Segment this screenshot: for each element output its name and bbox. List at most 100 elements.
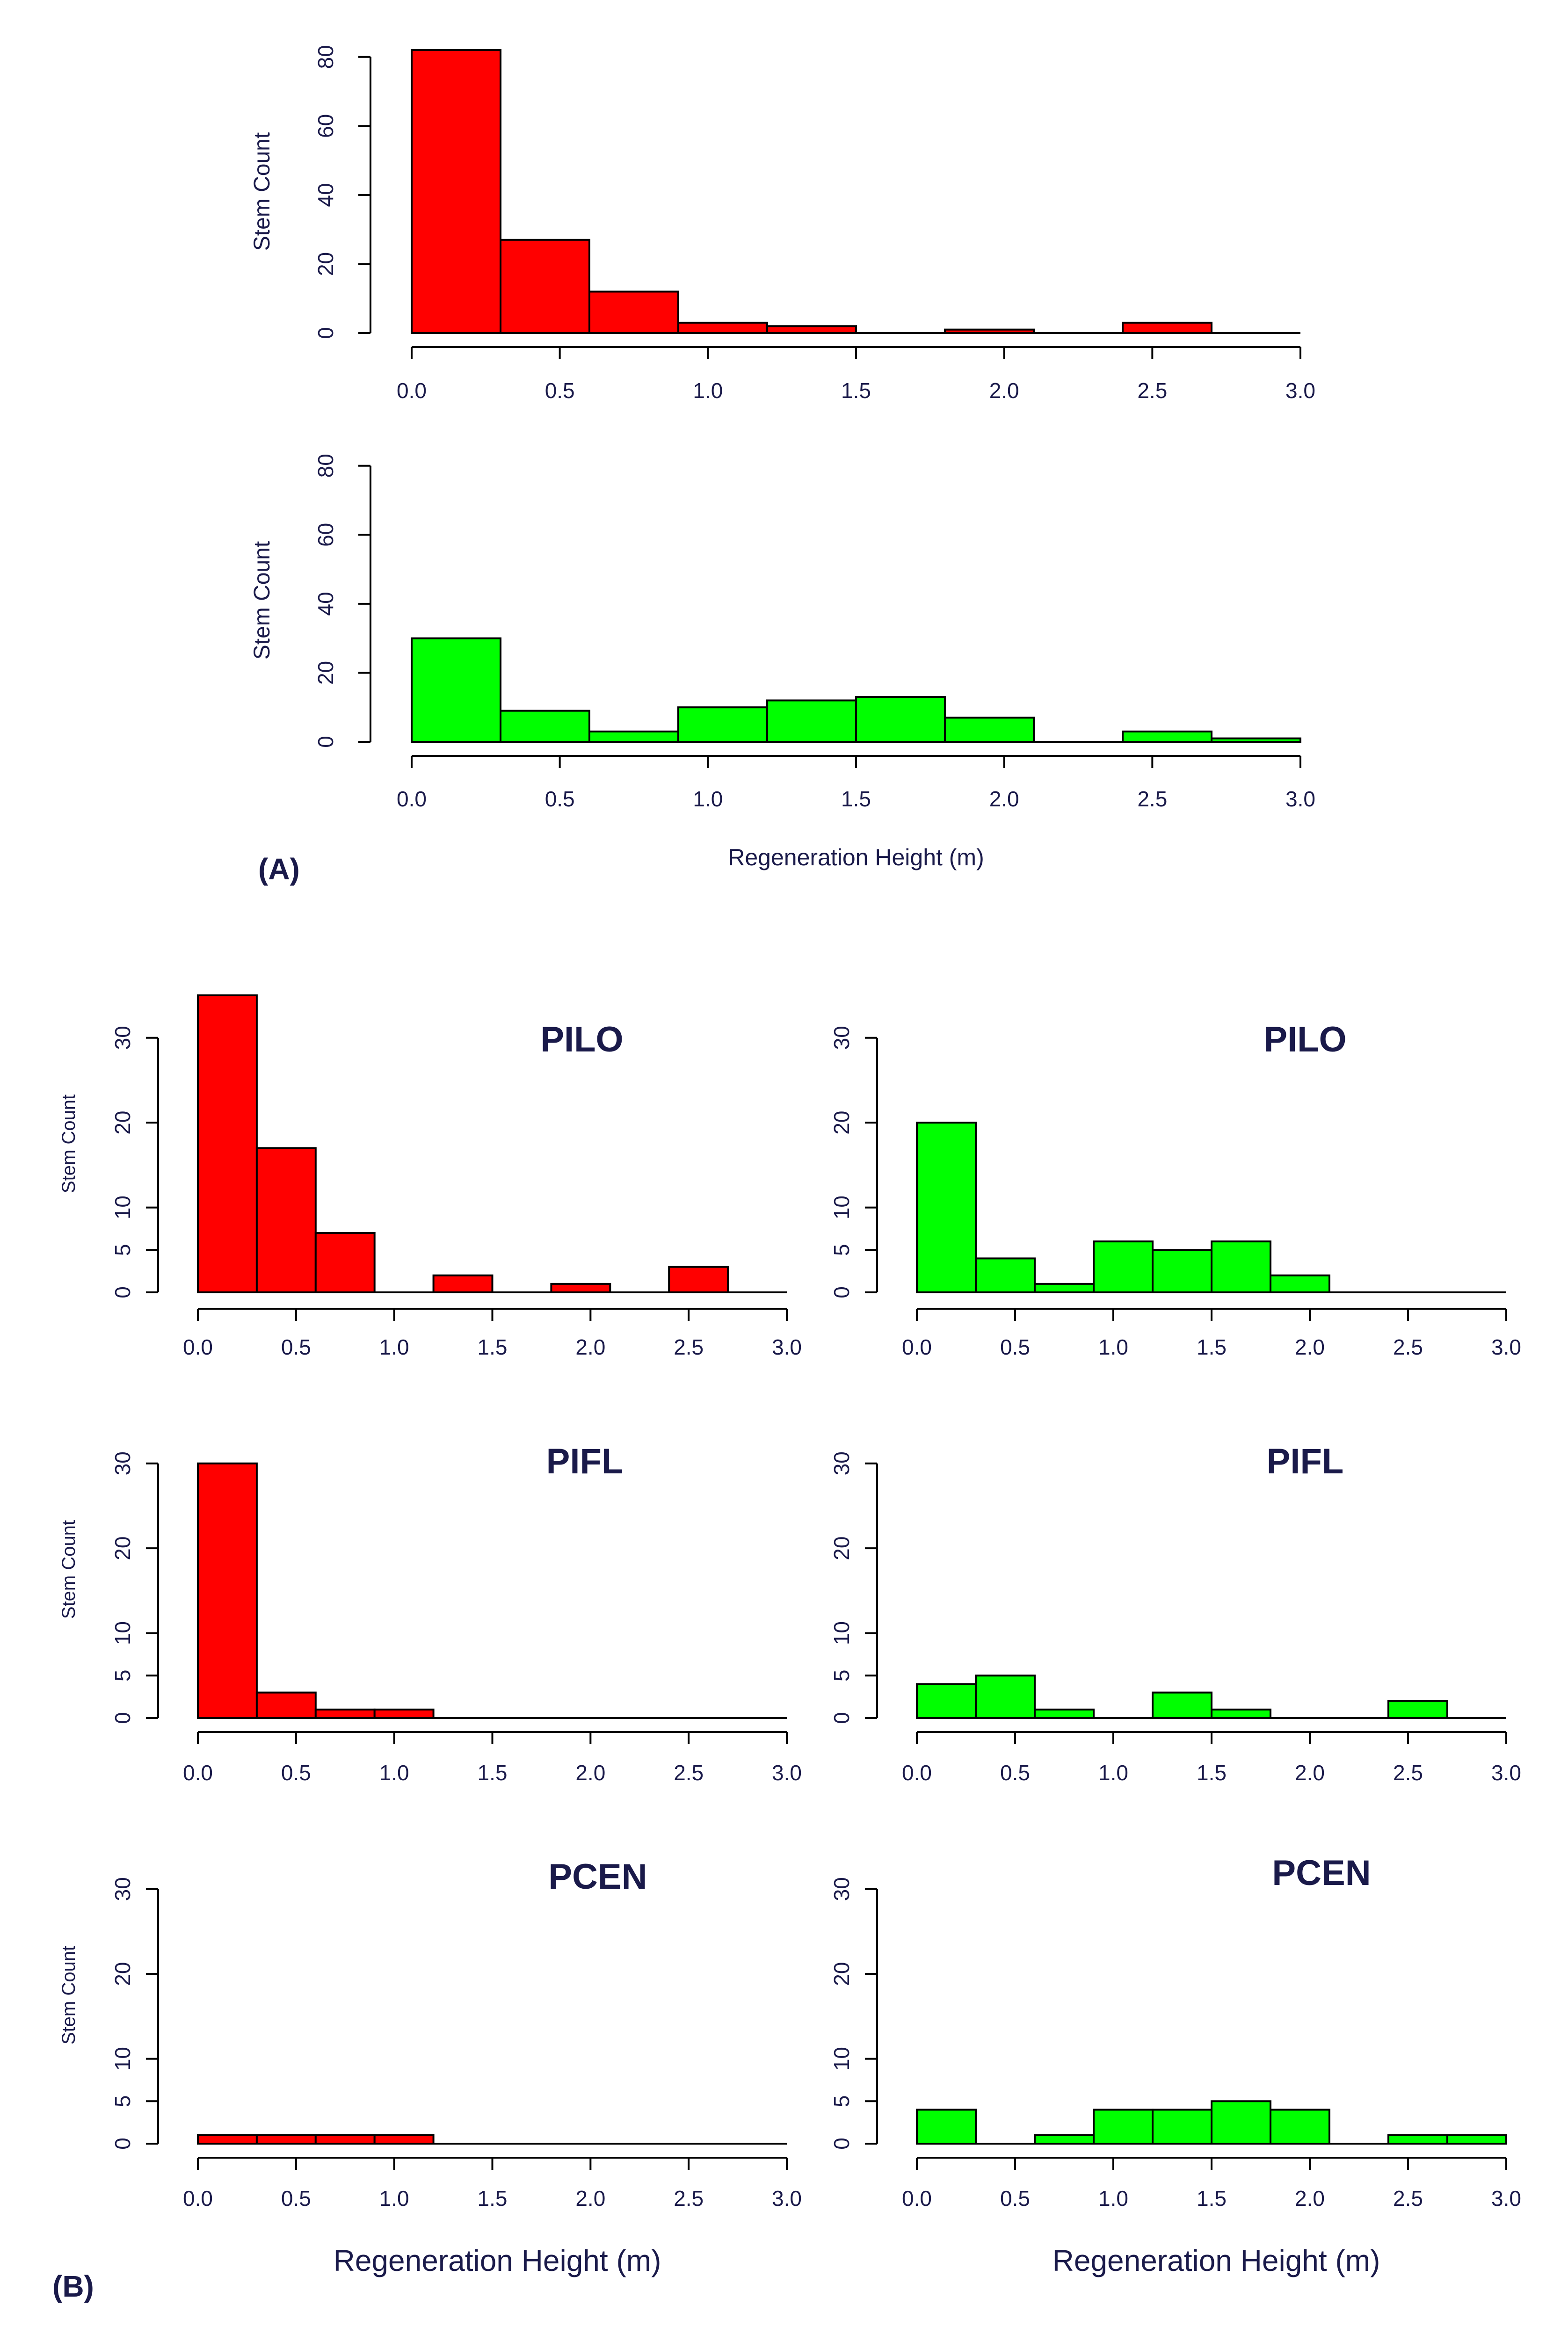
histogram-bar (1211, 1708, 1271, 1719)
x-tick-label: 1.0 (1098, 1335, 1128, 1359)
y-tick-label: 20 (829, 1962, 854, 1986)
x-tick-label: 1.5 (841, 787, 871, 811)
x-tick-label: 1.5 (478, 1335, 508, 1359)
histogram-bar (1093, 2109, 1154, 2145)
y-tick-label: 30 (110, 1026, 135, 1050)
y-tick-label: 5 (110, 1244, 135, 1256)
y-tick-label: 20 (313, 252, 338, 276)
histogram-bar (1211, 1240, 1271, 1293)
y-axis: 0 20 40 60 80 (313, 45, 371, 339)
species-title: PILO (1263, 1020, 1346, 1059)
bars (411, 637, 1301, 743)
x-tick-label: 1.5 (478, 1761, 508, 1785)
y-axis: 0 5 10 20 30 (110, 1451, 159, 1724)
y-tick-label: 5 (829, 1244, 854, 1256)
histogram-bar (1270, 1274, 1330, 1294)
y-tick-label: 10 (829, 2047, 854, 2071)
y-tick-label: 40 (313, 592, 338, 616)
x-tick-label: 0.5 (281, 1335, 311, 1359)
x-axis: 0.0 0.5 1.0 1.5 2.0 2.5 3.0 (397, 346, 1315, 403)
y-tick-label: 60 (313, 523, 338, 547)
histogram-bar (1270, 2109, 1330, 2145)
x-tick-label: 3.0 (1491, 2186, 1521, 2211)
x-tick-label: 2.0 (575, 1335, 605, 1359)
histogram-bar (314, 1708, 376, 1719)
x-tick-label: 3.0 (772, 1335, 802, 1359)
x-tick-label: 2.0 (1295, 2186, 1325, 2211)
histogram-bar (314, 1232, 376, 1293)
chart-panel-b-pifl-green: 0.0 0.5 1.0 1.5 2.0 2.5 3.0 0 5 10 20 30 PIFL (829, 1442, 1521, 1785)
bars (197, 1462, 435, 1719)
panel-label-b: (B) (52, 2269, 94, 2303)
x-tick-label: 2.5 (674, 1761, 704, 1785)
x-tick-label: 0.5 (545, 378, 575, 403)
histogram-bar (916, 2109, 977, 2145)
y-tick-label: 20 (110, 1537, 135, 1560)
species-title: PIFL (1267, 1442, 1344, 1481)
x-tick-label: 1.0 (1098, 1761, 1128, 1785)
x-tick-label: 0.0 (183, 2186, 213, 2211)
x-tick-label: 2.0 (989, 378, 1019, 403)
x-tick-label: 0.5 (281, 2186, 311, 2211)
x-tick-label: 2.0 (575, 2186, 605, 2211)
y-tick-label: 30 (829, 1451, 854, 1475)
y-axis: 0 5 10 20 30 (110, 1877, 159, 2150)
x-tick-label: 1.5 (1197, 1335, 1227, 1359)
y-tick-label: 5 (110, 2095, 135, 2107)
histogram-bar (432, 1274, 494, 1294)
y-tick-label: 30 (110, 1877, 135, 1901)
x-tick-label: 2.5 (1393, 1761, 1423, 1785)
histogram-bar (1122, 730, 1212, 743)
chart-panel-b-pcen-green: 0.0 0.5 1.0 1.5 2.0 2.5 3.0 0 5 10 20 30 Regeneratio… (829, 1853, 1521, 2277)
histogram-bar (1152, 1691, 1212, 1719)
histogram-bar (1152, 2109, 1212, 2145)
species-title: PILO (540, 1020, 623, 1059)
y-axis: 0 20 40 60 80 (313, 454, 371, 748)
y-axis: 0 5 10 20 30 (829, 1451, 878, 1724)
histogram-bar (668, 1266, 729, 1294)
histogram-bar (500, 710, 590, 743)
y-tick-label: 5 (110, 1669, 135, 1682)
histogram-bar (197, 2134, 258, 2145)
bars (197, 2134, 435, 2145)
histogram-bar (1034, 2134, 1095, 2145)
histogram-bar (373, 1708, 435, 1719)
x-axis: 0.0 0.5 1.0 1.5 2.0 2.5 3.0 (902, 1731, 1521, 1785)
x-tick-label: 1.5 (1197, 2186, 1227, 2211)
y-axis: 0 5 10 20 30 (829, 1026, 878, 1298)
x-tick-label: 2.5 (1137, 378, 1167, 403)
histogram-bar (766, 699, 857, 743)
x-tick-label: 0.5 (545, 787, 575, 811)
bars (411, 49, 1212, 334)
x-axis-label: Regeneration Height (m) (1053, 2244, 1380, 2277)
x-tick-label: 2.0 (1295, 1761, 1325, 1785)
x-tick-label: 0.0 (397, 378, 427, 403)
y-axis-label: Stem Count (250, 541, 275, 660)
x-axis-label: Regeneration Height (m) (334, 2244, 661, 2277)
x-tick-label: 1.5 (478, 2186, 508, 2211)
x-axis-label: Regeneration Height (m) (728, 844, 984, 870)
y-tick-label: 0 (313, 327, 338, 339)
histogram-bar (255, 2134, 317, 2145)
x-tick-label: 3.0 (1491, 1761, 1521, 1785)
chart-panel-b-pcen-red: 0.0 0.5 1.0 1.5 2.0 2.5 3.0 0 5 10 20 30 Stem Count R… (58, 1857, 802, 2277)
y-axis-label: Stem Count (250, 132, 275, 251)
histogram-bar (677, 706, 768, 743)
x-tick-label: 1.0 (1098, 2186, 1128, 2211)
x-axis: 0.0 0.5 1.0 1.5 2.0 2.5 3.0 (183, 1308, 802, 1359)
x-axis: 0.0 0.5 1.0 1.5 2.0 2.5 3.0 (902, 2157, 1521, 2211)
x-tick-label: 2.0 (575, 1761, 605, 1785)
histogram-bar (255, 1691, 317, 1719)
y-tick-label: 80 (313, 45, 338, 69)
x-tick-label: 0.5 (1000, 1761, 1030, 1785)
histogram-bar (766, 325, 857, 334)
histogram-bar (550, 1283, 611, 1294)
histogram-bar (411, 637, 501, 743)
histogram-bar (1122, 321, 1212, 334)
x-axis: 0.0 0.5 1.0 1.5 2.0 2.5 3.0 (183, 2157, 802, 2211)
y-tick-label: 10 (110, 1621, 135, 1645)
y-tick-label: 20 (110, 1111, 135, 1135)
x-tick-label: 0.0 (397, 787, 427, 811)
bars (916, 1122, 1330, 1294)
x-tick-label: 0.5 (281, 1761, 311, 1785)
